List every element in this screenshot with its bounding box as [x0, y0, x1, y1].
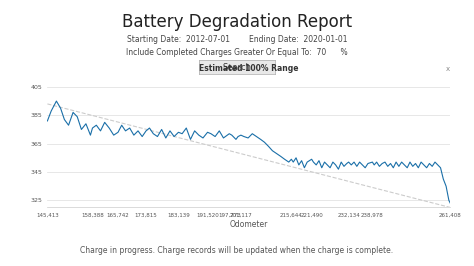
- Text: Starting Date:  2012-07-01        Ending Date:  2020-01-01: Starting Date: 2012-07-01 Ending Date: 2…: [127, 35, 347, 44]
- Text: Battery Degradation Report: Battery Degradation Report: [122, 13, 352, 31]
- Text: Search: Search: [222, 63, 252, 72]
- Text: x: x: [446, 66, 450, 72]
- Text: Estimated 100% Range: Estimated 100% Range: [199, 64, 299, 73]
- Text: Charge in progress. Charge records will be updated when the charge is complete.: Charge in progress. Charge records will …: [81, 246, 393, 255]
- X-axis label: Odometer: Odometer: [230, 220, 268, 229]
- Text: Include Completed Charges Greater Or Equal To:  70      %: Include Completed Charges Greater Or Equ…: [126, 48, 348, 57]
